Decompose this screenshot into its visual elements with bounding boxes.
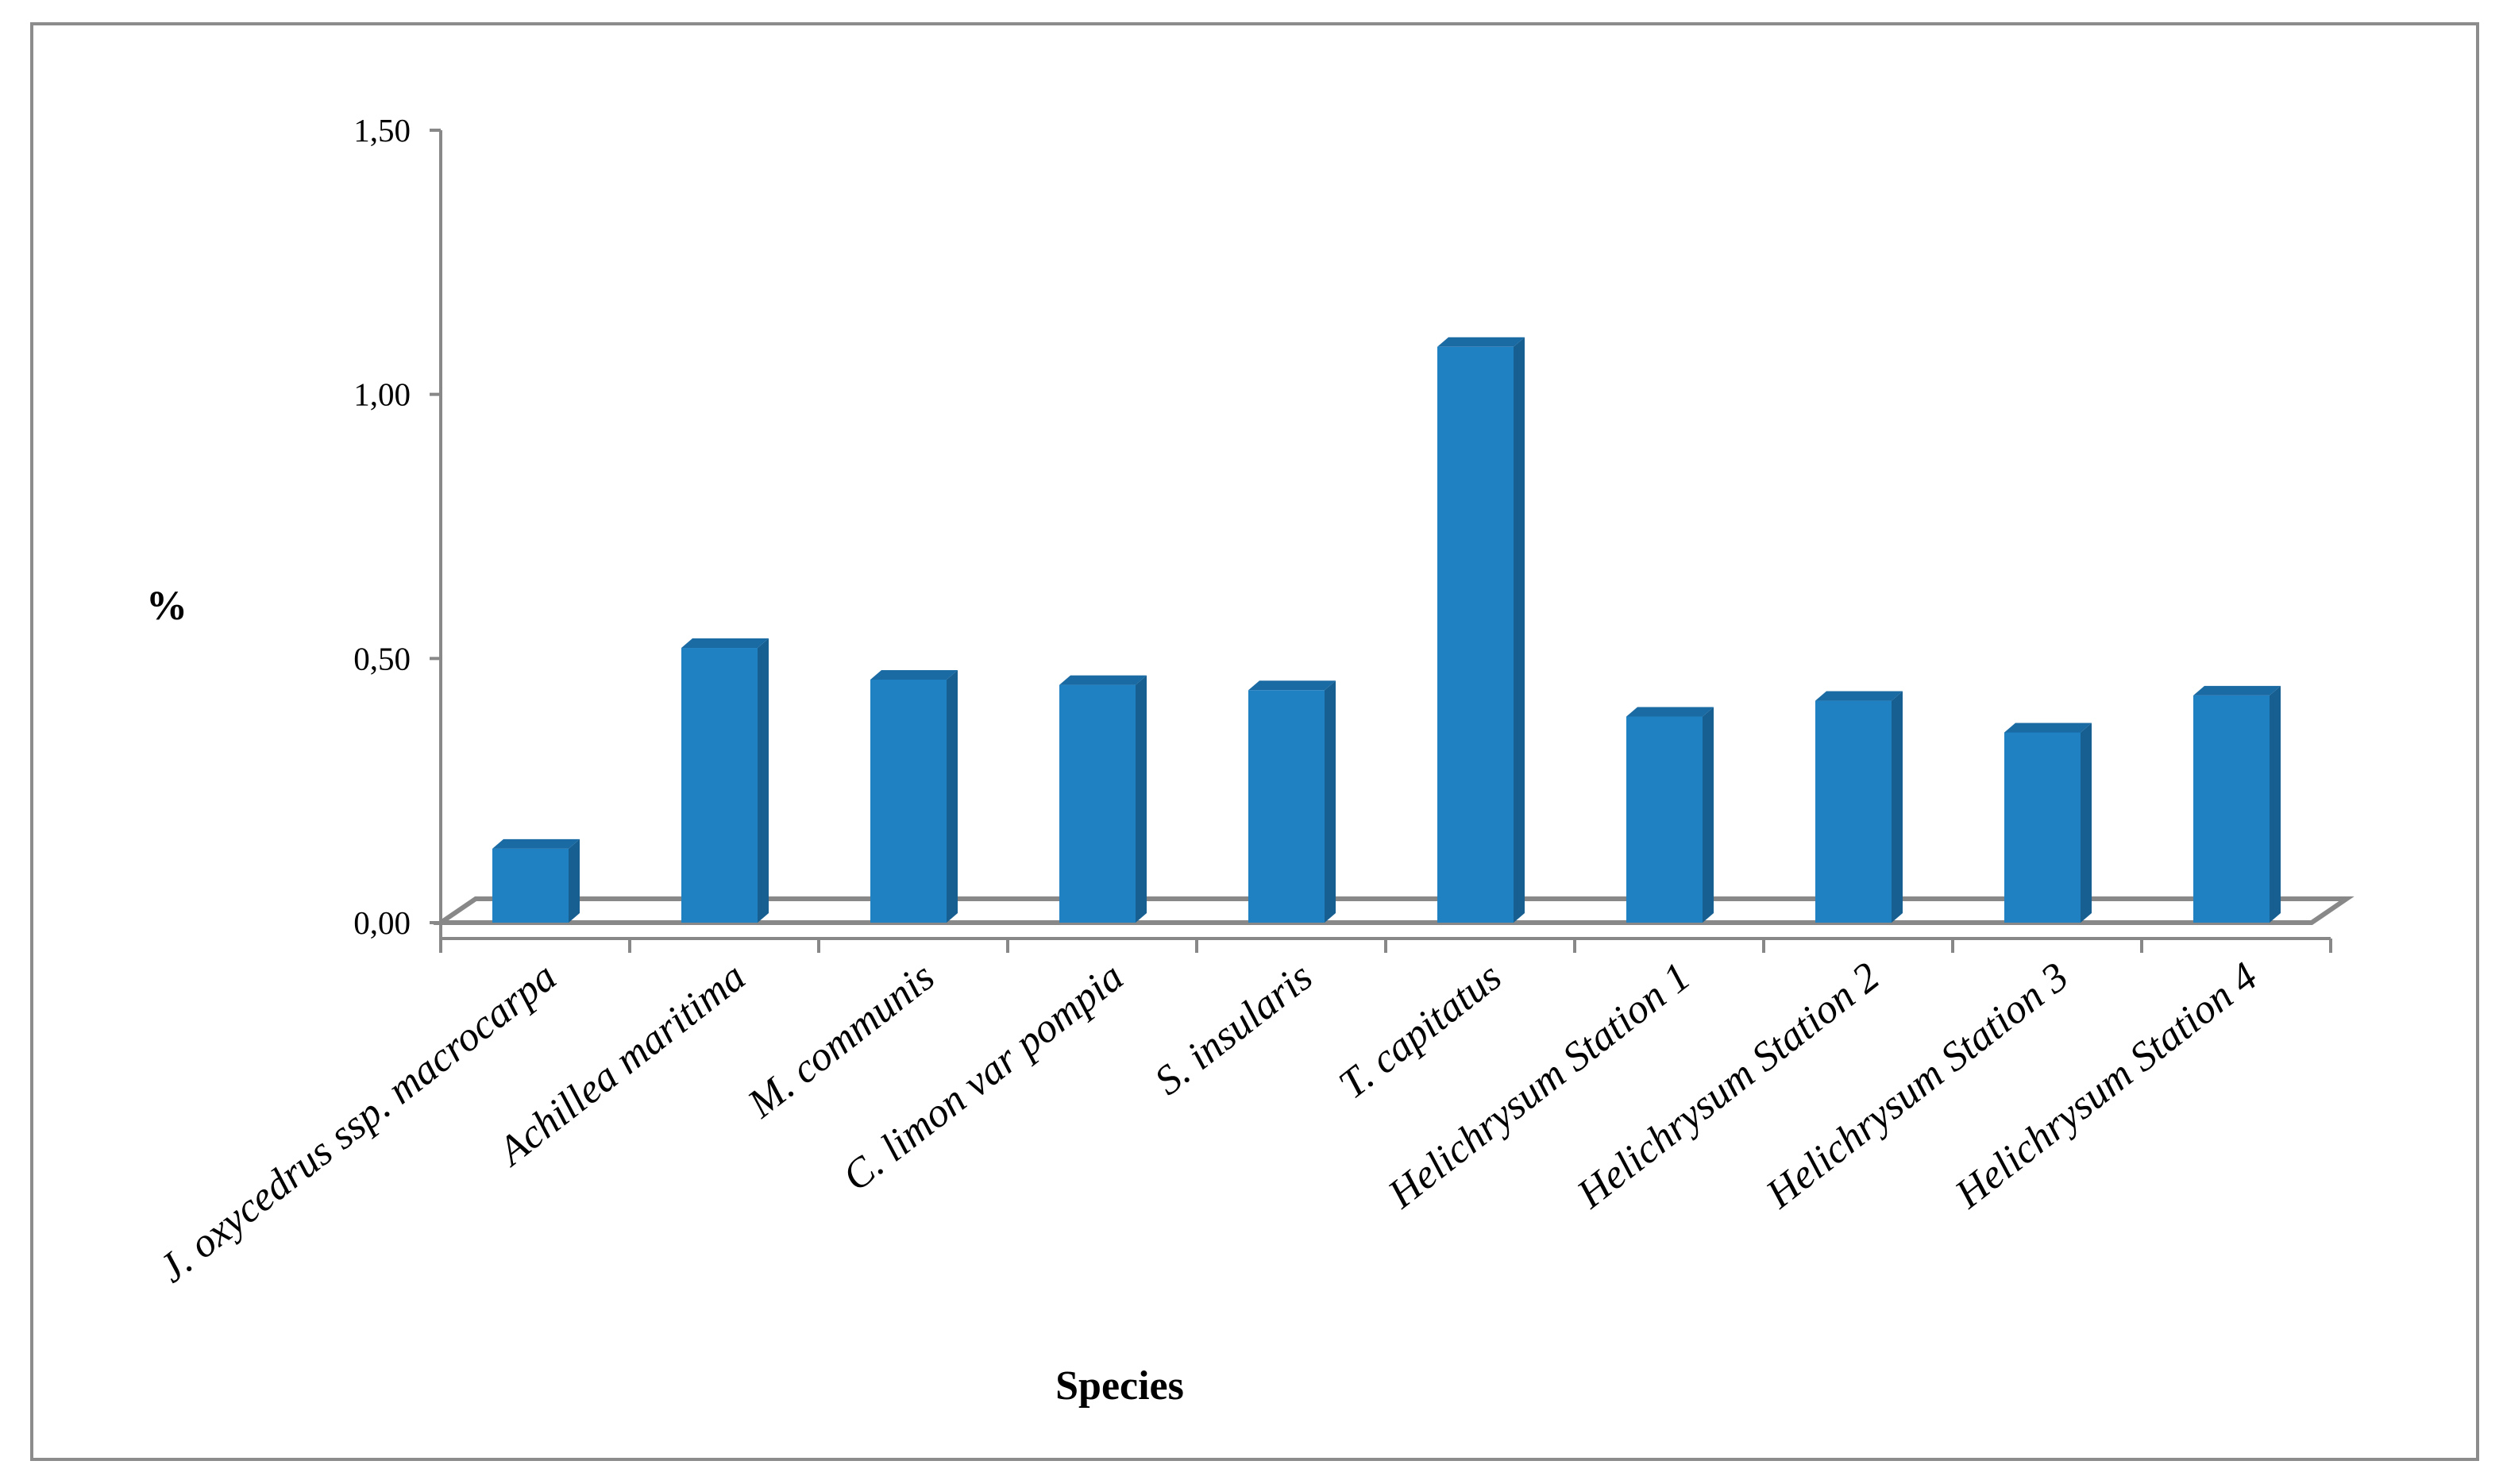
- bar: [492, 838, 580, 923]
- bar: [2193, 685, 2281, 923]
- bar-side: [2081, 723, 2092, 923]
- y-tick-label: 1,00: [353, 376, 411, 413]
- bar-side: [569, 838, 580, 923]
- bars: [492, 337, 2281, 923]
- bar: [1815, 691, 1903, 923]
- bar-top: [492, 838, 580, 849]
- bar-top: [1815, 691, 1903, 701]
- bar-top: [1626, 707, 1714, 717]
- bar: [1626, 707, 1714, 923]
- bar-side: [1325, 680, 1336, 923]
- axes: [430, 129, 2332, 953]
- bar-side: [758, 638, 769, 923]
- bar: [870, 669, 958, 923]
- bar-front: [1248, 690, 1325, 923]
- bar-top: [2004, 723, 2092, 733]
- bar-side: [2270, 685, 2281, 923]
- bar-top: [1437, 337, 1525, 347]
- bar: [2004, 723, 2092, 923]
- bar-front: [870, 679, 947, 923]
- bar-top: [2193, 685, 2281, 696]
- y-tick-label: 0,50: [353, 640, 411, 676]
- y-axis-title: %: [146, 584, 187, 629]
- bar-front: [492, 848, 569, 923]
- bar-side: [1136, 675, 1147, 923]
- y-tick-labels: 0,00 0,50 1,00 1,50: [353, 112, 411, 941]
- bar-top: [1248, 680, 1336, 691]
- bar: [1248, 680, 1336, 923]
- y-tick-label: 0,00: [353, 904, 411, 941]
- bar: [1059, 675, 1147, 923]
- x-axis-title: Species: [1055, 1363, 1184, 1409]
- bar-front: [1437, 346, 1514, 923]
- bar-front: [2004, 732, 2081, 923]
- bar: [1437, 337, 1525, 923]
- bar-front: [1059, 684, 1136, 923]
- bar-top: [1059, 675, 1147, 685]
- bar-side: [1892, 691, 1903, 923]
- bar-side: [1514, 337, 1525, 923]
- bar-front: [2193, 695, 2270, 923]
- bar: [681, 638, 769, 923]
- y-tick-label: 1,50: [353, 112, 411, 148]
- bar-front: [1815, 700, 1892, 923]
- bar-front: [681, 648, 758, 923]
- bar-top: [870, 669, 958, 680]
- bar-top: [681, 638, 769, 649]
- bar-side: [947, 669, 958, 923]
- bar-front: [1626, 716, 1703, 923]
- bar-side: [1703, 707, 1714, 923]
